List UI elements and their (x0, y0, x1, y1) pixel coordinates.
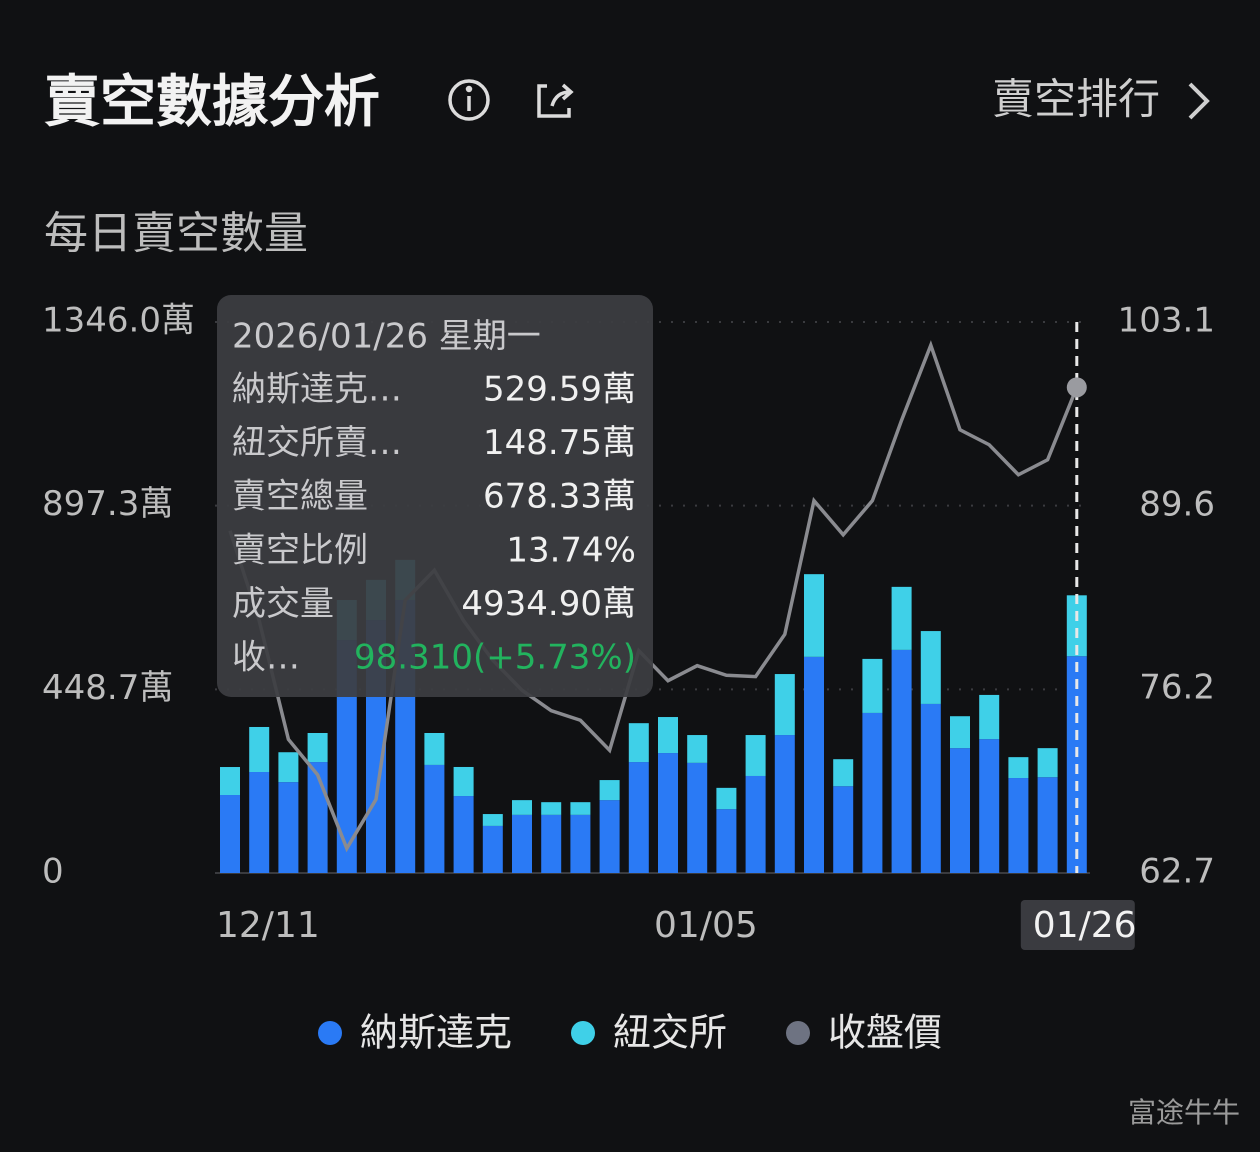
info-icon[interactable] (448, 79, 490, 121)
y-tick-label: 897.3萬 (42, 484, 173, 524)
bar-segment (336, 640, 357, 873)
section-title: 每日賣空數量 (44, 208, 308, 259)
bar-segment (512, 814, 532, 873)
bar-segment (716, 809, 737, 873)
bar-segment (687, 735, 708, 763)
bar-segment (453, 766, 474, 797)
bar-segment (950, 748, 970, 873)
tooltip-date: 2026/01/26 星期一 (232, 317, 541, 357)
bar-segment (716, 787, 737, 810)
bar-segment (891, 586, 912, 650)
legend-swatch (318, 1021, 342, 1045)
bar-segment (220, 795, 240, 873)
bar-segment (220, 767, 240, 796)
tooltip-label: 納斯達克… (232, 370, 402, 410)
tooltip-label: 賣空比例 (232, 530, 368, 570)
bar-segment (1037, 777, 1058, 873)
bar-segment (570, 802, 591, 815)
tooltip-value: 4934.90萬 (461, 584, 636, 624)
bar-segment (920, 631, 941, 704)
y2-tick-label: 62.7 (1139, 852, 1215, 892)
y-tick-label: 0 (42, 852, 64, 892)
bar-segment (570, 814, 591, 873)
share-icon[interactable] (537, 83, 574, 118)
tooltip-label: 成交量 (232, 584, 334, 624)
legend-swatch (786, 1021, 810, 1045)
legend-label: 收盤價 (828, 1011, 942, 1055)
bar-segment (599, 800, 620, 873)
x-label-highlight (1020, 900, 1135, 950)
bar-segment (278, 782, 299, 873)
tooltip-value: 148.75萬 (483, 423, 636, 463)
close-dot (1066, 377, 1087, 398)
bar-segment (1008, 778, 1029, 873)
bar-segment (424, 764, 445, 873)
tooltip-label: 收… (232, 638, 300, 678)
bar-segment (745, 735, 766, 776)
chevron[interactable] (1188, 82, 1210, 120)
bar-segment (249, 726, 270, 773)
close-line (228, 340, 1079, 853)
legend-swatch (571, 1021, 595, 1045)
bar-segment (745, 775, 766, 873)
bar-segment (307, 732, 328, 763)
bar-segment (541, 814, 562, 873)
bar-segment (950, 716, 970, 749)
x-tick-label: 01/05 (654, 905, 758, 946)
bar-segment (891, 649, 912, 873)
bar-segment (278, 752, 299, 783)
x-tick-label: 01/26 (1033, 905, 1137, 946)
tooltip-label: 紐交所賣… (232, 423, 402, 463)
tooltip-label: 賣空總量 (232, 477, 368, 517)
bar-segment (920, 703, 941, 873)
bar-segment (628, 762, 649, 873)
bar-segment (453, 796, 474, 873)
y-tick-label: 1346.0萬 (42, 301, 195, 341)
bar-segment (1008, 757, 1029, 779)
watermark: 富途牛牛 (1128, 1096, 1240, 1129)
bar-segment (658, 717, 678, 754)
y-tick-label: 448.7萬 (42, 668, 173, 708)
y2-tick-label: 76.2 (1139, 667, 1215, 707)
bar-segment (482, 825, 503, 873)
bar-segment (541, 802, 562, 815)
bar-segment (774, 735, 795, 873)
bar-segment (628, 723, 649, 763)
tooltip-value: 678.33萬 (483, 477, 636, 517)
ranking-link[interactable]: 賣空排行 (992, 75, 1160, 124)
bar-segment (862, 658, 883, 713)
bar-segment (862, 712, 883, 873)
tooltip-value: 13.74% (506, 530, 636, 570)
legend-label: 紐交所 (613, 1011, 727, 1055)
bar-segment (512, 800, 532, 815)
legend-label: 納斯達克 (360, 1011, 512, 1055)
bar-segment (658, 753, 678, 873)
bar-segment (804, 574, 824, 657)
bar-segment (482, 814, 503, 826)
y2-tick-label: 103.1 (1118, 301, 1215, 341)
bar-segment (424, 732, 445, 765)
plot: 0 448.7萬 897.3萬 1346.0萬 62.7 76.2 89.6 103.1 12/… (42, 295, 1215, 1055)
bar-segment (1037, 748, 1058, 778)
tooltip-value: 98.310(+5.73%) (354, 638, 636, 678)
page-title: 賣空數據分析 (44, 70, 380, 135)
bar-segment (774, 674, 795, 736)
tooltip-value: 529.59萬 (483, 370, 636, 410)
tooltip-box (217, 295, 653, 697)
x-tick-label: 12/11 (216, 905, 320, 946)
bar-segment (833, 786, 854, 873)
bar-segment (833, 759, 854, 787)
bar-segment (979, 739, 1000, 873)
bar-segment (249, 772, 270, 873)
bar-segment (687, 762, 708, 873)
bar-segment (979, 694, 1000, 740)
bar-segment (1066, 595, 1087, 657)
bar-segment (804, 656, 824, 873)
y2-tick-label: 89.6 (1139, 485, 1215, 525)
bar-segment (599, 780, 620, 801)
